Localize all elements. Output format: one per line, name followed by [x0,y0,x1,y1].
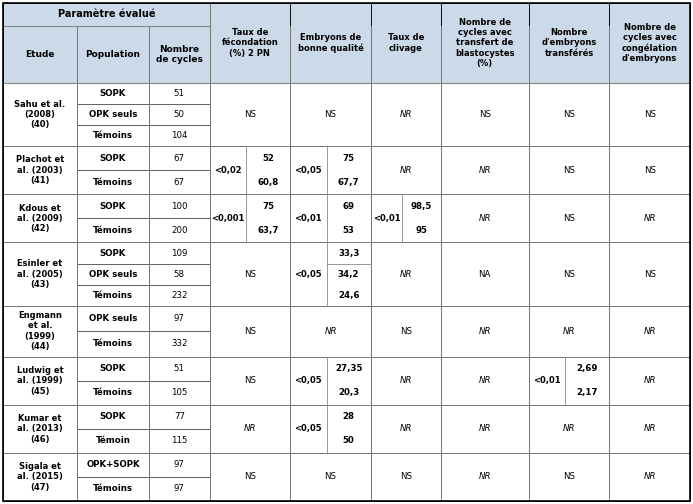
Text: NR: NR [643,424,656,433]
Text: NR: NR [478,327,491,336]
Bar [371,83,441,146]
Bar [290,453,371,501]
Bar [609,405,690,453]
Bar [149,170,209,195]
Text: <0,01: <0,01 [295,214,322,223]
Text: 105: 105 [171,388,188,397]
Bar [149,331,209,356]
Bar [609,83,690,146]
Bar [3,83,77,146]
Bar [3,26,77,83]
Text: 51: 51 [174,364,185,373]
Bar [3,453,77,501]
Bar [609,146,690,195]
Text: NR: NR [478,424,491,433]
Text: NS: NS [563,110,575,119]
Bar [290,306,371,356]
Text: NR: NR [478,214,491,223]
Text: 52: 52 [262,154,274,163]
Text: <0,05: <0,05 [295,166,322,175]
Text: Kumar et
al. (2013)
(46): Kumar et al. (2013) (46) [17,414,63,444]
Text: SOPK: SOPK [100,248,126,258]
Bar [149,26,209,83]
Bar [529,453,609,501]
Bar [77,356,149,381]
Text: 232: 232 [171,291,188,300]
Text: NS: NS [563,166,575,175]
Text: Esinler et
al. (2005)
(43): Esinler et al. (2005) (43) [17,259,63,289]
Text: NS: NS [479,110,491,119]
Bar [149,285,209,306]
Bar [77,331,149,356]
Text: 50: 50 [343,436,355,446]
Text: Embryons de
bonne qualité: Embryons de bonne qualité [297,33,364,53]
Bar [77,83,149,104]
Text: <0,02: <0,02 [214,166,242,175]
Bar [77,242,149,264]
Bar [441,3,529,83]
Text: 97: 97 [174,314,185,323]
Bar [529,146,609,195]
Text: Témoins: Témoins [93,339,133,348]
Text: 200: 200 [171,226,188,235]
Bar [77,264,149,285]
Bar [209,453,290,501]
Text: 33,3: 33,3 [338,248,360,258]
Bar [3,195,77,242]
Bar [149,146,209,170]
Text: 95: 95 [416,226,428,235]
Bar [529,195,609,242]
Bar [77,125,149,146]
Text: <0,05: <0,05 [295,270,322,279]
Text: 104: 104 [171,131,188,140]
Text: NS: NS [563,214,575,223]
Text: 109: 109 [171,248,188,258]
Bar [77,453,149,477]
Text: NR: NR [399,376,412,385]
Text: 50: 50 [174,110,185,119]
Text: <0,01: <0,01 [533,376,561,385]
Text: NR: NR [643,472,656,481]
Text: Engmann
et al.
(1999)
(44): Engmann et al. (1999) (44) [18,311,62,351]
Text: OPK seuls: OPK seuls [89,314,137,323]
Text: NS: NS [400,472,412,481]
Bar [77,146,149,170]
Bar [290,405,371,453]
Text: Sahu et al.
(2008)
(40): Sahu et al. (2008) (40) [15,100,66,130]
Bar [209,3,290,83]
Bar [3,146,77,195]
Bar [149,83,209,104]
Text: NR: NR [244,424,256,433]
Text: NR: NR [643,376,656,385]
Bar [529,306,609,356]
Bar [441,83,529,146]
Bar [371,306,441,356]
Bar [290,195,371,242]
Bar [149,125,209,146]
Text: 27,35: 27,35 [335,364,362,373]
Text: Témoins: Témoins [93,484,133,493]
Text: NS: NS [644,270,656,279]
Text: SOPK: SOPK [100,154,126,163]
Text: NR: NR [478,376,491,385]
Text: Nombre
de cycles: Nombre de cycles [156,45,203,64]
Text: NA: NA [478,270,491,279]
Text: OPK seuls: OPK seuls [89,110,137,119]
Bar [209,242,290,306]
Text: 2,69: 2,69 [577,364,598,373]
Text: NS: NS [324,110,337,119]
Bar [3,356,77,405]
Text: Taux de
fécondation
(%) 2 PN: Taux de fécondation (%) 2 PN [222,28,279,58]
Bar [441,453,529,501]
Bar [3,405,77,453]
Text: NS: NS [563,270,575,279]
Bar [609,195,690,242]
Bar [529,405,609,453]
Text: Paramètre évalué: Paramètre évalué [58,10,155,20]
Bar [149,381,209,405]
Text: 69: 69 [342,202,355,211]
Text: NR: NR [399,166,412,175]
Text: NS: NS [244,110,256,119]
Bar [441,405,529,453]
Text: NR: NR [478,472,491,481]
